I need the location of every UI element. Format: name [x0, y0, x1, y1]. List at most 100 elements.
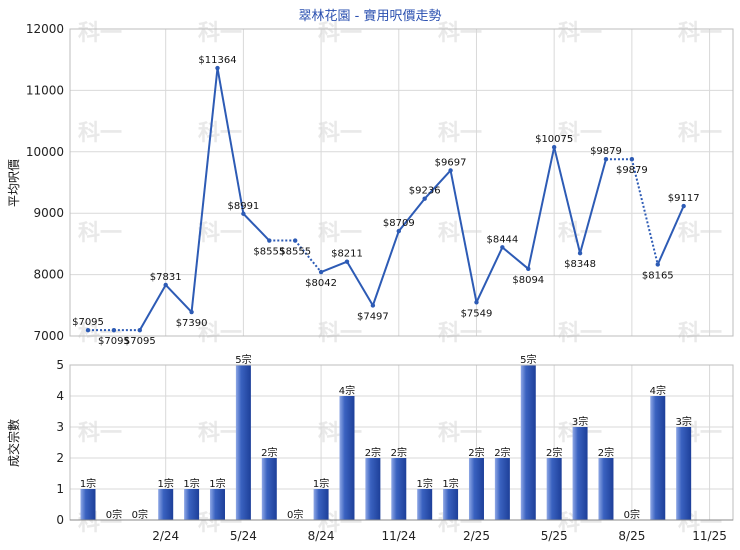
bar-data-label: 2宗	[598, 446, 614, 459]
watermark-text: 科一	[198, 321, 242, 346]
axes	[69, 28, 734, 521]
line-point	[85, 327, 91, 333]
bar	[209, 489, 225, 520]
line-series	[85, 65, 686, 333]
watermark-text: 科一	[438, 321, 482, 346]
watermark-text: 科一	[198, 221, 242, 246]
line-segment	[423, 169, 452, 200]
line-segment	[320, 260, 348, 273]
line-point	[189, 309, 194, 315]
line-y-tick-label: 12000	[26, 22, 64, 36]
bar	[80, 489, 96, 520]
bar-y-tick-label: 5	[56, 358, 64, 372]
bar-data-label: 0宗	[132, 508, 148, 521]
chart-title: 翠林花園 - 實用呎價走勢	[299, 8, 442, 24]
bar-data-label: 0宗	[106, 508, 122, 521]
line-point	[267, 238, 272, 243]
line-y-tick-label: 10000	[26, 145, 64, 159]
bar-data-label: 2宗	[494, 446, 510, 459]
line-point	[422, 196, 427, 201]
line-segment	[579, 158, 607, 254]
watermark-text: 科一	[678, 121, 722, 146]
line-segment	[294, 239, 322, 273]
line-segment	[553, 146, 582, 254]
watermark-text: 科一	[78, 421, 122, 446]
bar-data-labels: 1宗 0宗 0宗 1宗 1宗 1宗 5宗 2宗 0宗 1宗 4宗 2宗 2宗 1宗 1宗 2宗 2宗 5宗 2宗 3宗…	[80, 353, 692, 521]
line-data-label: $9117	[668, 193, 700, 204]
line-segment	[527, 146, 556, 270]
line-point	[681, 203, 686, 209]
line-data-label: $9236	[409, 186, 441, 197]
bar	[158, 489, 174, 520]
x-tick-label: 5/25	[541, 529, 568, 543]
watermark-text: 科一	[318, 121, 362, 146]
line-point	[526, 266, 531, 272]
bar	[650, 396, 666, 520]
line-segment	[190, 67, 219, 313]
bar	[391, 458, 407, 520]
line-segment	[371, 230, 400, 306]
bar-data-label: 1宗	[80, 477, 96, 490]
line-data-label: $8165	[642, 270, 674, 281]
bar-data-label: 1宗	[183, 477, 199, 490]
line-point	[111, 327, 117, 333]
bar	[546, 458, 562, 520]
line-data-label: $8991	[227, 201, 259, 212]
line-data-label: $9879	[590, 146, 622, 157]
bar	[494, 458, 510, 520]
bar	[443, 489, 459, 520]
line-point	[292, 238, 298, 243]
watermark-text: 科一	[438, 21, 482, 46]
line-data-label: $7549	[461, 308, 493, 319]
line-point	[448, 168, 453, 173]
line-point	[655, 262, 660, 267]
watermark-text: 科一	[318, 21, 362, 46]
line-y-tick-label: 11000	[26, 83, 64, 97]
bar-y-axis-title: 成交宗數	[6, 419, 21, 467]
line-segment	[656, 205, 685, 265]
line-point	[344, 259, 350, 264]
bar-data-label: 0宗	[624, 508, 640, 521]
watermark-text: 科一	[558, 21, 602, 46]
bar	[417, 489, 433, 520]
line-segment	[449, 170, 478, 303]
x-tick-label: 11/24	[381, 529, 416, 543]
line-chart-grid: 7000 8000 9000 10000 11000 12000	[26, 22, 733, 343]
bar	[339, 396, 355, 520]
line-segment	[138, 284, 167, 331]
bar-y-tick-label: 3	[56, 420, 64, 434]
bar-data-label: 1宗	[209, 477, 225, 490]
bar-data-label: 2宗	[365, 446, 381, 459]
line-data-label: $7390	[176, 318, 208, 329]
line-segment	[242, 213, 271, 242]
bar	[572, 427, 588, 520]
line-point	[370, 303, 376, 308]
line-point	[577, 251, 583, 256]
watermark-text: 科一	[438, 421, 482, 446]
bar-y-tick-label: 2	[56, 451, 64, 465]
bar-data-label: 1宗	[442, 477, 458, 490]
bar-series	[80, 365, 692, 520]
line-segment	[164, 284, 193, 313]
watermark-text: 科一	[678, 21, 722, 46]
watermark-text: 科一	[438, 121, 482, 146]
bar-data-label: 0宗	[287, 508, 303, 521]
bar-data-label: 2宗	[261, 446, 277, 459]
line-data-labels: $7095$7095$7095$7831$7390$11364$8991$855…	[72, 55, 699, 347]
bar-data-label: 4宗	[339, 384, 355, 397]
bar	[313, 489, 329, 520]
line-point	[241, 211, 246, 216]
watermark-text: 科一	[198, 421, 242, 446]
x-tick-label: 2/24	[152, 529, 179, 543]
line-point	[551, 144, 557, 150]
line-point	[629, 157, 635, 162]
watermark-text: 科一	[78, 321, 122, 346]
line-data-label: $8211	[331, 249, 363, 260]
line-y-axis-title: 平均呎價	[7, 159, 21, 207]
bar	[235, 365, 251, 520]
line-data-label: $10075	[535, 134, 573, 145]
line-y-tick-label: 7000	[33, 329, 64, 343]
bar-data-label: 5宗	[520, 353, 536, 366]
line-data-label: $9697	[435, 157, 467, 168]
